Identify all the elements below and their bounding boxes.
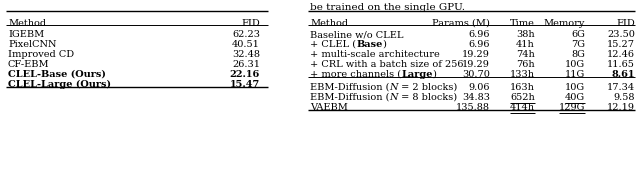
Text: 652h: 652h bbox=[510, 93, 535, 102]
Text: 40G: 40G bbox=[565, 93, 585, 102]
Text: 11.65: 11.65 bbox=[607, 60, 635, 69]
Text: EBM-Diffusion (: EBM-Diffusion ( bbox=[310, 93, 390, 102]
Text: 62.23: 62.23 bbox=[232, 30, 260, 39]
Text: 12.19: 12.19 bbox=[607, 103, 635, 112]
Text: 12.46: 12.46 bbox=[607, 50, 635, 59]
Text: 10G: 10G bbox=[565, 83, 585, 92]
Text: Method: Method bbox=[8, 19, 46, 28]
Text: 15.47: 15.47 bbox=[230, 80, 260, 89]
Text: 22.16: 22.16 bbox=[230, 70, 260, 79]
Text: 41h: 41h bbox=[516, 40, 535, 49]
Text: Base: Base bbox=[356, 40, 383, 49]
Text: = 8 blocks): = 8 blocks) bbox=[398, 93, 457, 102]
Text: 6.96: 6.96 bbox=[468, 30, 490, 39]
Text: 15.27: 15.27 bbox=[607, 40, 635, 49]
Text: 7G: 7G bbox=[571, 40, 585, 49]
Text: 6.96: 6.96 bbox=[468, 40, 490, 49]
Text: + CLEL (: + CLEL ( bbox=[310, 40, 356, 49]
Text: 414h: 414h bbox=[510, 103, 535, 112]
Text: Time: Time bbox=[510, 19, 535, 28]
Text: 133h: 133h bbox=[510, 70, 535, 79]
Text: + multi-scale architecture: + multi-scale architecture bbox=[310, 50, 440, 59]
Text: 10G: 10G bbox=[565, 60, 585, 69]
Text: N: N bbox=[390, 93, 398, 102]
Text: 9.06: 9.06 bbox=[468, 83, 490, 92]
Text: 76h: 76h bbox=[516, 60, 535, 69]
Text: 19.29: 19.29 bbox=[462, 50, 490, 59]
Text: 74h: 74h bbox=[516, 50, 535, 59]
Text: + CLEL (: + CLEL ( bbox=[310, 40, 356, 49]
Text: Large: Large bbox=[401, 70, 433, 79]
Text: VAEBM: VAEBM bbox=[310, 103, 348, 112]
Text: PixelCNN: PixelCNN bbox=[8, 40, 56, 49]
Text: Params (M): Params (M) bbox=[432, 19, 490, 28]
Text: N: N bbox=[390, 93, 398, 102]
Text: EBM-Diffusion (: EBM-Diffusion ( bbox=[310, 83, 390, 92]
Text: ): ) bbox=[383, 40, 387, 49]
Text: Baseline w/o CLEL: Baseline w/o CLEL bbox=[310, 30, 403, 39]
Text: 40.51: 40.51 bbox=[232, 40, 260, 49]
Text: 163h: 163h bbox=[510, 83, 535, 92]
Text: CF-EBM: CF-EBM bbox=[8, 60, 50, 69]
Text: 8G: 8G bbox=[571, 50, 585, 59]
Text: CLEL-Large (Ours): CLEL-Large (Ours) bbox=[8, 80, 111, 89]
Text: CLEL-Base (Ours): CLEL-Base (Ours) bbox=[8, 70, 106, 79]
Text: Method: Method bbox=[310, 19, 348, 28]
Text: FID: FID bbox=[616, 19, 635, 28]
Text: 30.70: 30.70 bbox=[462, 70, 490, 79]
Text: 129G: 129G bbox=[559, 103, 585, 112]
Text: 26.31: 26.31 bbox=[232, 60, 260, 69]
Text: 32.48: 32.48 bbox=[232, 50, 260, 59]
Text: FID: FID bbox=[241, 19, 260, 28]
Text: Memory: Memory bbox=[543, 19, 585, 28]
Text: N: N bbox=[390, 83, 398, 92]
Text: EBM-Diffusion (: EBM-Diffusion ( bbox=[310, 93, 390, 102]
Text: 135.88: 135.88 bbox=[456, 103, 490, 112]
Text: be trained on the single GPU.: be trained on the single GPU. bbox=[310, 3, 465, 12]
Text: Improved CD: Improved CD bbox=[8, 50, 74, 59]
Text: Large: Large bbox=[401, 70, 433, 79]
Text: 23.50: 23.50 bbox=[607, 30, 635, 39]
Text: 34.83: 34.83 bbox=[462, 93, 490, 102]
Text: ): ) bbox=[433, 70, 436, 79]
Text: 8.61: 8.61 bbox=[611, 70, 635, 79]
Text: = 2 blocks): = 2 blocks) bbox=[398, 83, 457, 92]
Text: 38h: 38h bbox=[516, 30, 535, 39]
Text: Base: Base bbox=[356, 40, 383, 49]
Text: + CRL with a batch size of 256: + CRL with a batch size of 256 bbox=[310, 60, 463, 69]
Text: 6G: 6G bbox=[571, 30, 585, 39]
Text: 19.29: 19.29 bbox=[462, 60, 490, 69]
Text: 17.34: 17.34 bbox=[607, 83, 635, 92]
Text: EBM-Diffusion (: EBM-Diffusion ( bbox=[310, 83, 390, 92]
Text: IGEBM: IGEBM bbox=[8, 30, 44, 39]
Text: 11G: 11G bbox=[564, 70, 585, 79]
Text: + more channels (: + more channels ( bbox=[310, 70, 401, 79]
Text: + more channels (: + more channels ( bbox=[310, 70, 401, 79]
Text: 9.58: 9.58 bbox=[614, 93, 635, 102]
Text: N: N bbox=[390, 83, 398, 92]
